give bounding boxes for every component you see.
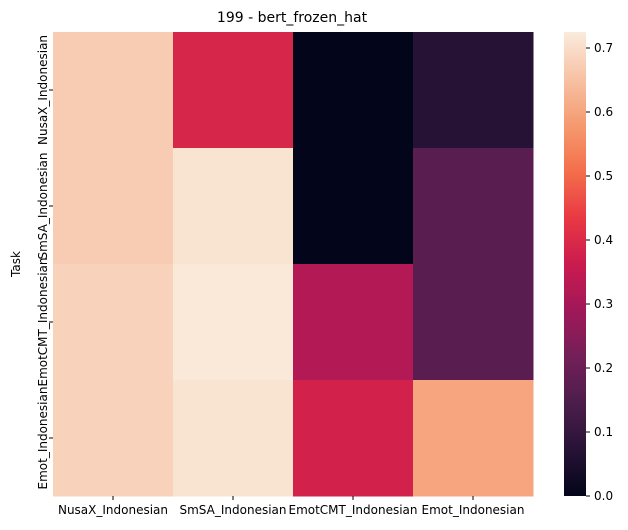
- x-tick-label: EmotCMT_Indonesian: [288, 503, 417, 517]
- x-tick-label: NusaX_Indonesian: [58, 503, 168, 517]
- y-axis-ticks: NusaX_Indonesian SmSA_IndonesianEmotCMT_I…: [36, 35, 53, 490]
- colorbar-tick-label: 0.7: [594, 41, 613, 55]
- colorbar-ticks: 0.0 0.1 0.2 0.3 0.4 0.5 0.6 0.7: [586, 41, 613, 503]
- heatmap-cell: [413, 264, 534, 381]
- x-axis-ticks: NusaX_Indonesian SmSA_Indonesian EmotCMT_I…: [58, 496, 525, 517]
- heatmap-cell: [173, 264, 294, 381]
- heatmap-cell: [173, 148, 294, 265]
- heatmap-cell: [53, 32, 174, 149]
- chart-title: 199 - bert_frozen_hat: [217, 10, 368, 26]
- heatmap-cell: [293, 380, 414, 497]
- y-tick-label: EmotCMT_Indonesian: [36, 257, 50, 386]
- colorbar: [564, 32, 586, 496]
- colorbar-tick-label: 0.2: [594, 361, 613, 375]
- heatmap-cell: [173, 32, 294, 149]
- heatmap-cell: [413, 380, 534, 497]
- colorbar-tick-label: 0.3: [594, 297, 613, 311]
- y-tick-label: Emot_Indonesian: [36, 387, 50, 490]
- colorbar-tick-label: 0.5: [594, 169, 613, 183]
- x-tick-label: SmSA_Indonesian: [180, 503, 287, 517]
- heatmap-cell: [53, 380, 174, 497]
- y-tick-label: NusaX_Indonesian: [36, 35, 50, 145]
- y-axis-label: Task: [9, 251, 23, 278]
- colorbar-tick-label: 0.6: [594, 105, 613, 119]
- heatmap-cell: [173, 380, 294, 497]
- colorbar-tick-label: 0.0: [594, 489, 613, 503]
- heatmap-cell: [293, 148, 414, 265]
- x-tick-label: Emot_Indonesian: [422, 503, 525, 517]
- heatmap-cell: [413, 148, 534, 265]
- heatmap-cell: [53, 148, 174, 265]
- colorbar-tick-label: 0.4: [594, 233, 613, 247]
- heatmap-cell: [53, 264, 174, 381]
- heatmap-cell: [413, 32, 534, 149]
- heatmap-cell: [293, 264, 414, 381]
- colorbar-tick-label: 0.1: [594, 425, 613, 439]
- heatmap-cells: [53, 32, 534, 497]
- heatmap-cell: [293, 32, 414, 149]
- y-tick-label: SmSA_Indonesian: [36, 153, 50, 260]
